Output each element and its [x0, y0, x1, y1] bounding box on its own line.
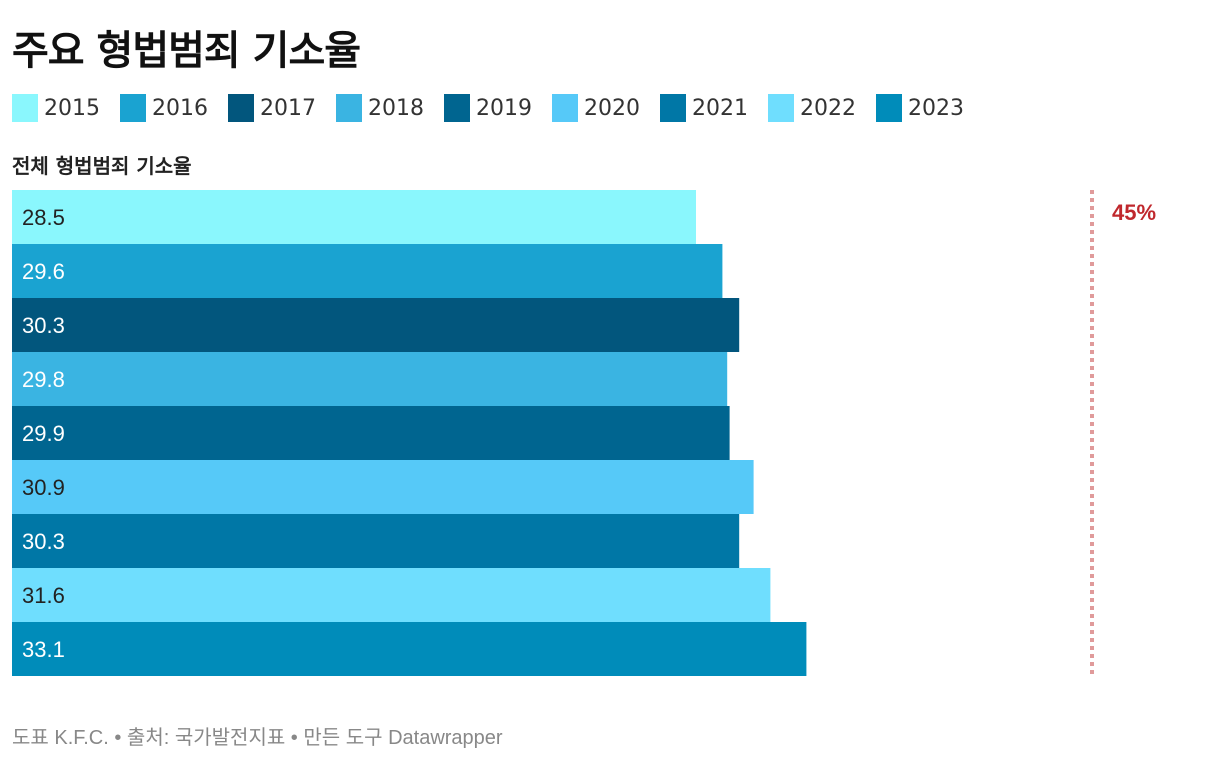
chart-legend: 2015 2016 2017 2018 2019 2020 2021 2022 2023	[12, 94, 984, 122]
bar-2019	[12, 406, 730, 460]
legend-label: 2022	[800, 95, 856, 121]
bar-2023	[12, 622, 807, 676]
legend-swatch	[12, 94, 38, 122]
legend-item-2019: 2019	[444, 94, 532, 122]
bar-value-label-2022: 31.6	[22, 583, 65, 608]
legend-swatch	[228, 94, 254, 122]
chart-subtitle: 전체 형법범죄 기소율	[12, 154, 192, 178]
bar-value-label-2023: 33.1	[22, 637, 65, 662]
legend-item-2021: 2021	[660, 94, 748, 122]
legend-swatch	[444, 94, 470, 122]
legend-swatch	[552, 94, 578, 122]
bar-value-label-2020: 30.9	[22, 475, 65, 500]
chart-title: 주요 형법범죄 기소율	[12, 28, 361, 74]
bar-value-label-2016: 29.6	[22, 259, 65, 284]
legend-label: 2016	[152, 95, 208, 121]
legend-swatch	[768, 94, 794, 122]
legend-swatch	[876, 94, 902, 122]
legend-label: 2020	[584, 95, 640, 121]
bar-value-label-2015: 28.5	[22, 205, 65, 230]
legend-item-2023: 2023	[876, 94, 964, 122]
bar-value-label-2019: 29.9	[22, 421, 65, 446]
bar-value-label-2021: 30.3	[22, 529, 65, 554]
legend-item-2020: 2020	[552, 94, 640, 122]
legend-swatch	[660, 94, 686, 122]
legend-item-2015: 2015	[12, 94, 100, 122]
bar-2018	[12, 352, 728, 406]
legend-item-2022: 2022	[768, 94, 856, 122]
legend-label: 2015	[44, 95, 100, 121]
reference-line-label: 45%	[1112, 200, 1156, 225]
bar-2020	[12, 460, 754, 514]
chart-footer: 도표 K.F.C. • 출처: 국가발전지표 • 만든 도구 Datawrapp…	[12, 727, 503, 749]
legend-swatch	[336, 94, 362, 122]
legend-label: 2018	[368, 95, 424, 121]
legend-item-2016: 2016	[120, 94, 208, 122]
bar-2021	[12, 514, 740, 568]
legend-item-2017: 2017	[228, 94, 316, 122]
bar-2022	[12, 568, 771, 622]
bar-value-label-2018: 29.8	[22, 367, 65, 392]
bar-2015	[12, 190, 696, 244]
legend-label: 2019	[476, 95, 532, 121]
legend-label: 2017	[260, 95, 316, 121]
bar-value-label-2017: 30.3	[22, 313, 65, 338]
bar-2017	[12, 298, 740, 352]
legend-swatch	[120, 94, 146, 122]
legend-label: 2021	[692, 95, 748, 121]
legend-label: 2023	[908, 95, 964, 121]
legend-item-2018: 2018	[336, 94, 424, 122]
bar-2016	[12, 244, 723, 298]
